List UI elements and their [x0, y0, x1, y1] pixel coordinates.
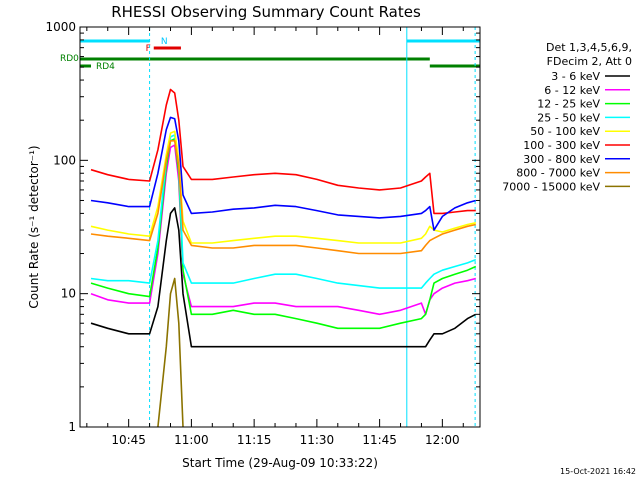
x-axis-label: Start Time (29-Aug-09 10:33:22) [182, 456, 378, 470]
legend-label: 25 - 50 keV [537, 111, 600, 124]
x-tick-label: 11:15 [237, 433, 272, 447]
legend-label: 7000 - 15000 keV [502, 180, 600, 193]
legend-label: 3 - 6 keV [551, 70, 600, 83]
legend-label: 50 - 100 keV [530, 125, 600, 138]
status-label-rd0: RD0 [60, 54, 79, 64]
status-label-rd4: RD4 [96, 62, 115, 72]
legend: Det 1,3,4,5,6,9,FDecim 2, Att 0 3 - 6 keV… [502, 41, 632, 193]
series-line-8 [157, 277, 184, 428]
legend-label: 800 - 7000 keV [516, 167, 600, 180]
series-line-3 [90, 134, 477, 289]
status-bars: NF RD0 RD4 [60, 37, 480, 72]
status-label-n: N [161, 37, 168, 47]
status-label-f: F [146, 44, 151, 54]
legend-label: 12 - 25 keV [537, 98, 600, 111]
y-axis: 1 10 100 1000 [45, 20, 480, 434]
y-tick-label: 100 [53, 153, 76, 167]
legend-header-line: Det 1,3,4,5,6,9, [546, 41, 632, 54]
x-tick-label: 11:30 [300, 433, 335, 447]
legend-label: 6 - 12 keV [544, 84, 600, 97]
series-line-7 [90, 140, 476, 255]
x-tick-label: 11:45 [362, 433, 397, 447]
legend-label: 300 - 800 keV [523, 153, 600, 166]
series-line-0 [90, 207, 477, 348]
y-tick-label: 10 [61, 287, 76, 301]
legend-header-line: FDecim 2, Att 0 [547, 55, 632, 68]
x-tick-label: 12:00 [425, 433, 460, 447]
plot-frame [79, 26, 481, 428]
x-tick-label: 11:00 [174, 433, 209, 447]
series-line-4 [90, 130, 476, 244]
series-line-6 [90, 116, 477, 231]
x-tick-label: 10:45 [111, 433, 146, 447]
plot-timestamp: 15-Oct-2021 16:42 [560, 467, 636, 476]
y-tick-label: 1 [68, 420, 76, 434]
legend-label: 100 - 300 keV [523, 139, 600, 152]
y-tick-label: 1000 [45, 20, 76, 34]
x-axis: 10:45 11:00 11:15 11:30 11:45 12:00 [86, 27, 464, 447]
series-line-5 [90, 88, 476, 215]
series-layer [90, 88, 477, 428]
y-axis-label: Count Rate (s⁻¹ detector⁻¹) [27, 145, 41, 308]
chart-title: RHESSI Observing Summary Count Rates [111, 3, 421, 21]
